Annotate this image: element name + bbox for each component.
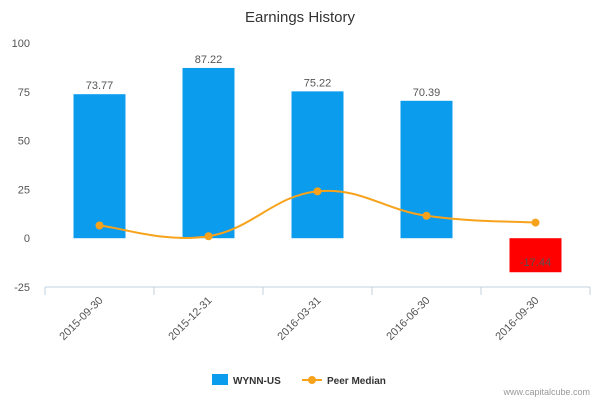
peer-median-point	[531, 218, 540, 227]
credit-text: www.capitalcube.com	[502, 387, 590, 397]
line-series	[95, 187, 540, 241]
y-tick-label: -25	[14, 282, 30, 294]
y-tick-label: 75	[18, 87, 30, 99]
bar-data-label: 73.77	[86, 80, 114, 92]
bar	[509, 238, 562, 273]
x-tick-label: 2016-06-30	[384, 295, 432, 343]
peer-median-point	[204, 232, 213, 241]
bar-data-label: 87.22	[195, 54, 223, 66]
y-tick-label: 25	[18, 184, 30, 196]
x-tick-label: 2016-09-30	[493, 295, 541, 343]
bar-data-label: 75.22	[304, 77, 332, 89]
bar	[182, 67, 235, 239]
peer-median-point	[422, 211, 431, 220]
legend-peer-label: Peer Median	[327, 376, 386, 387]
x-axis: 2015-09-30 2015-12-31 2016-03-31 2016-06-30…	[44, 286, 591, 343]
legend-peer-marker	[308, 376, 316, 384]
bar	[73, 94, 126, 239]
y-tick-label: 0	[24, 233, 30, 245]
peer-median-point	[313, 187, 322, 196]
y-tick-label: 100	[12, 38, 30, 50]
bar-data-label: 70.39	[413, 87, 441, 99]
bar-data-label: -17.44	[520, 257, 551, 269]
peer-median-point	[95, 221, 104, 230]
legend-wynn-label: WYNN-US	[233, 376, 281, 387]
bar-series	[73, 67, 562, 273]
y-axis: -25 0 25 50 75 100	[12, 38, 30, 294]
y-tick-label: 50	[18, 136, 30, 148]
bar-data-labels: 73.77 87.22 75.22 70.39 -17.44	[86, 54, 551, 269]
x-tick-label: 2015-09-30	[57, 295, 105, 343]
legend: WYNN-US Peer Median	[212, 374, 386, 387]
x-tick-label: 2015-12-31	[166, 295, 214, 343]
bar	[291, 91, 344, 239]
x-tick-label: 2016-03-31	[275, 295, 323, 343]
legend-wynn-swatch	[212, 374, 228, 385]
chart-title: Earnings History	[245, 9, 356, 26]
